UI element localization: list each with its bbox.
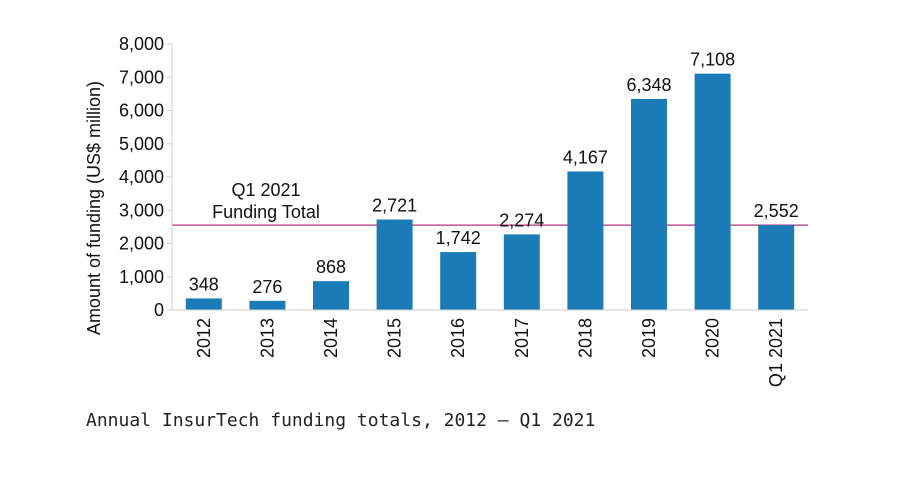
x-tick-label: 2013 — [257, 318, 277, 358]
reference-line-label-line1: Q1 2021 — [231, 180, 300, 200]
bar-value-label: 276 — [252, 277, 282, 297]
x-tick-label: 2017 — [512, 318, 532, 358]
x-tick-label: 2020 — [703, 318, 723, 358]
y-tick-label: 7,000 — [119, 67, 164, 87]
y-tick-label: 6,000 — [119, 101, 164, 121]
bar-value-label: 6,348 — [626, 75, 671, 95]
bar — [185, 298, 222, 310]
bar — [376, 219, 413, 310]
value-labels: 348 276 868 2,721 1,742 2,274 4,167 6,348 7,108 2… — [189, 50, 799, 297]
x-tick-label: Q1 2021 — [766, 318, 786, 387]
y-tick-label: 3,000 — [119, 200, 164, 220]
y-tick-label: 5,000 — [119, 134, 164, 154]
x-axis-ticks: 2012 2013 2014 2015 2016 2017 2018 2019 2020 Q1 2… — [194, 318, 786, 387]
bars — [185, 73, 795, 310]
x-tick-label: 2012 — [194, 318, 214, 358]
y-tick-label: 0 — [154, 300, 164, 320]
bar-value-label: 4,167 — [563, 147, 608, 167]
bar — [694, 73, 731, 310]
bar-value-label: 348 — [189, 274, 219, 294]
y-axis-ticks: 0 1,000 2,000 3,000 4,000 5,000 6,000 7,000 8,00… — [119, 34, 172, 320]
bar — [313, 281, 349, 310]
bar — [758, 225, 795, 310]
bar — [567, 171, 604, 310]
bar — [440, 252, 477, 310]
x-tick-label: 2016 — [448, 318, 468, 358]
x-tick-label: 2018 — [575, 318, 595, 358]
x-tick-label: 2019 — [639, 318, 659, 358]
y-tick-label: 1,000 — [119, 267, 164, 287]
y-tick-label: 2,000 — [119, 234, 164, 254]
bar-value-label: 2,274 — [499, 210, 544, 230]
chart-caption: Annual InsurTech funding totals, 2012 – … — [86, 410, 596, 431]
bar-value-label: 2,721 — [372, 196, 417, 216]
y-tick-label: 4,000 — [119, 167, 164, 187]
y-axis-title: Amount of funding (US$ million) — [84, 81, 104, 335]
bar — [249, 300, 286, 310]
bar — [631, 98, 667, 310]
bar-value-label: 868 — [316, 257, 346, 277]
bar-value-label: 2,552 — [754, 201, 799, 221]
y-tick-label: 8,000 — [119, 34, 164, 54]
x-tick-label: 2015 — [385, 318, 405, 358]
reference-line-label-line2: Funding Total — [212, 202, 320, 222]
bar-value-label: 1,742 — [436, 228, 481, 248]
bar-value-label: 7,108 — [690, 50, 735, 70]
x-tick-label: 2014 — [321, 318, 341, 358]
bar — [503, 234, 540, 310]
